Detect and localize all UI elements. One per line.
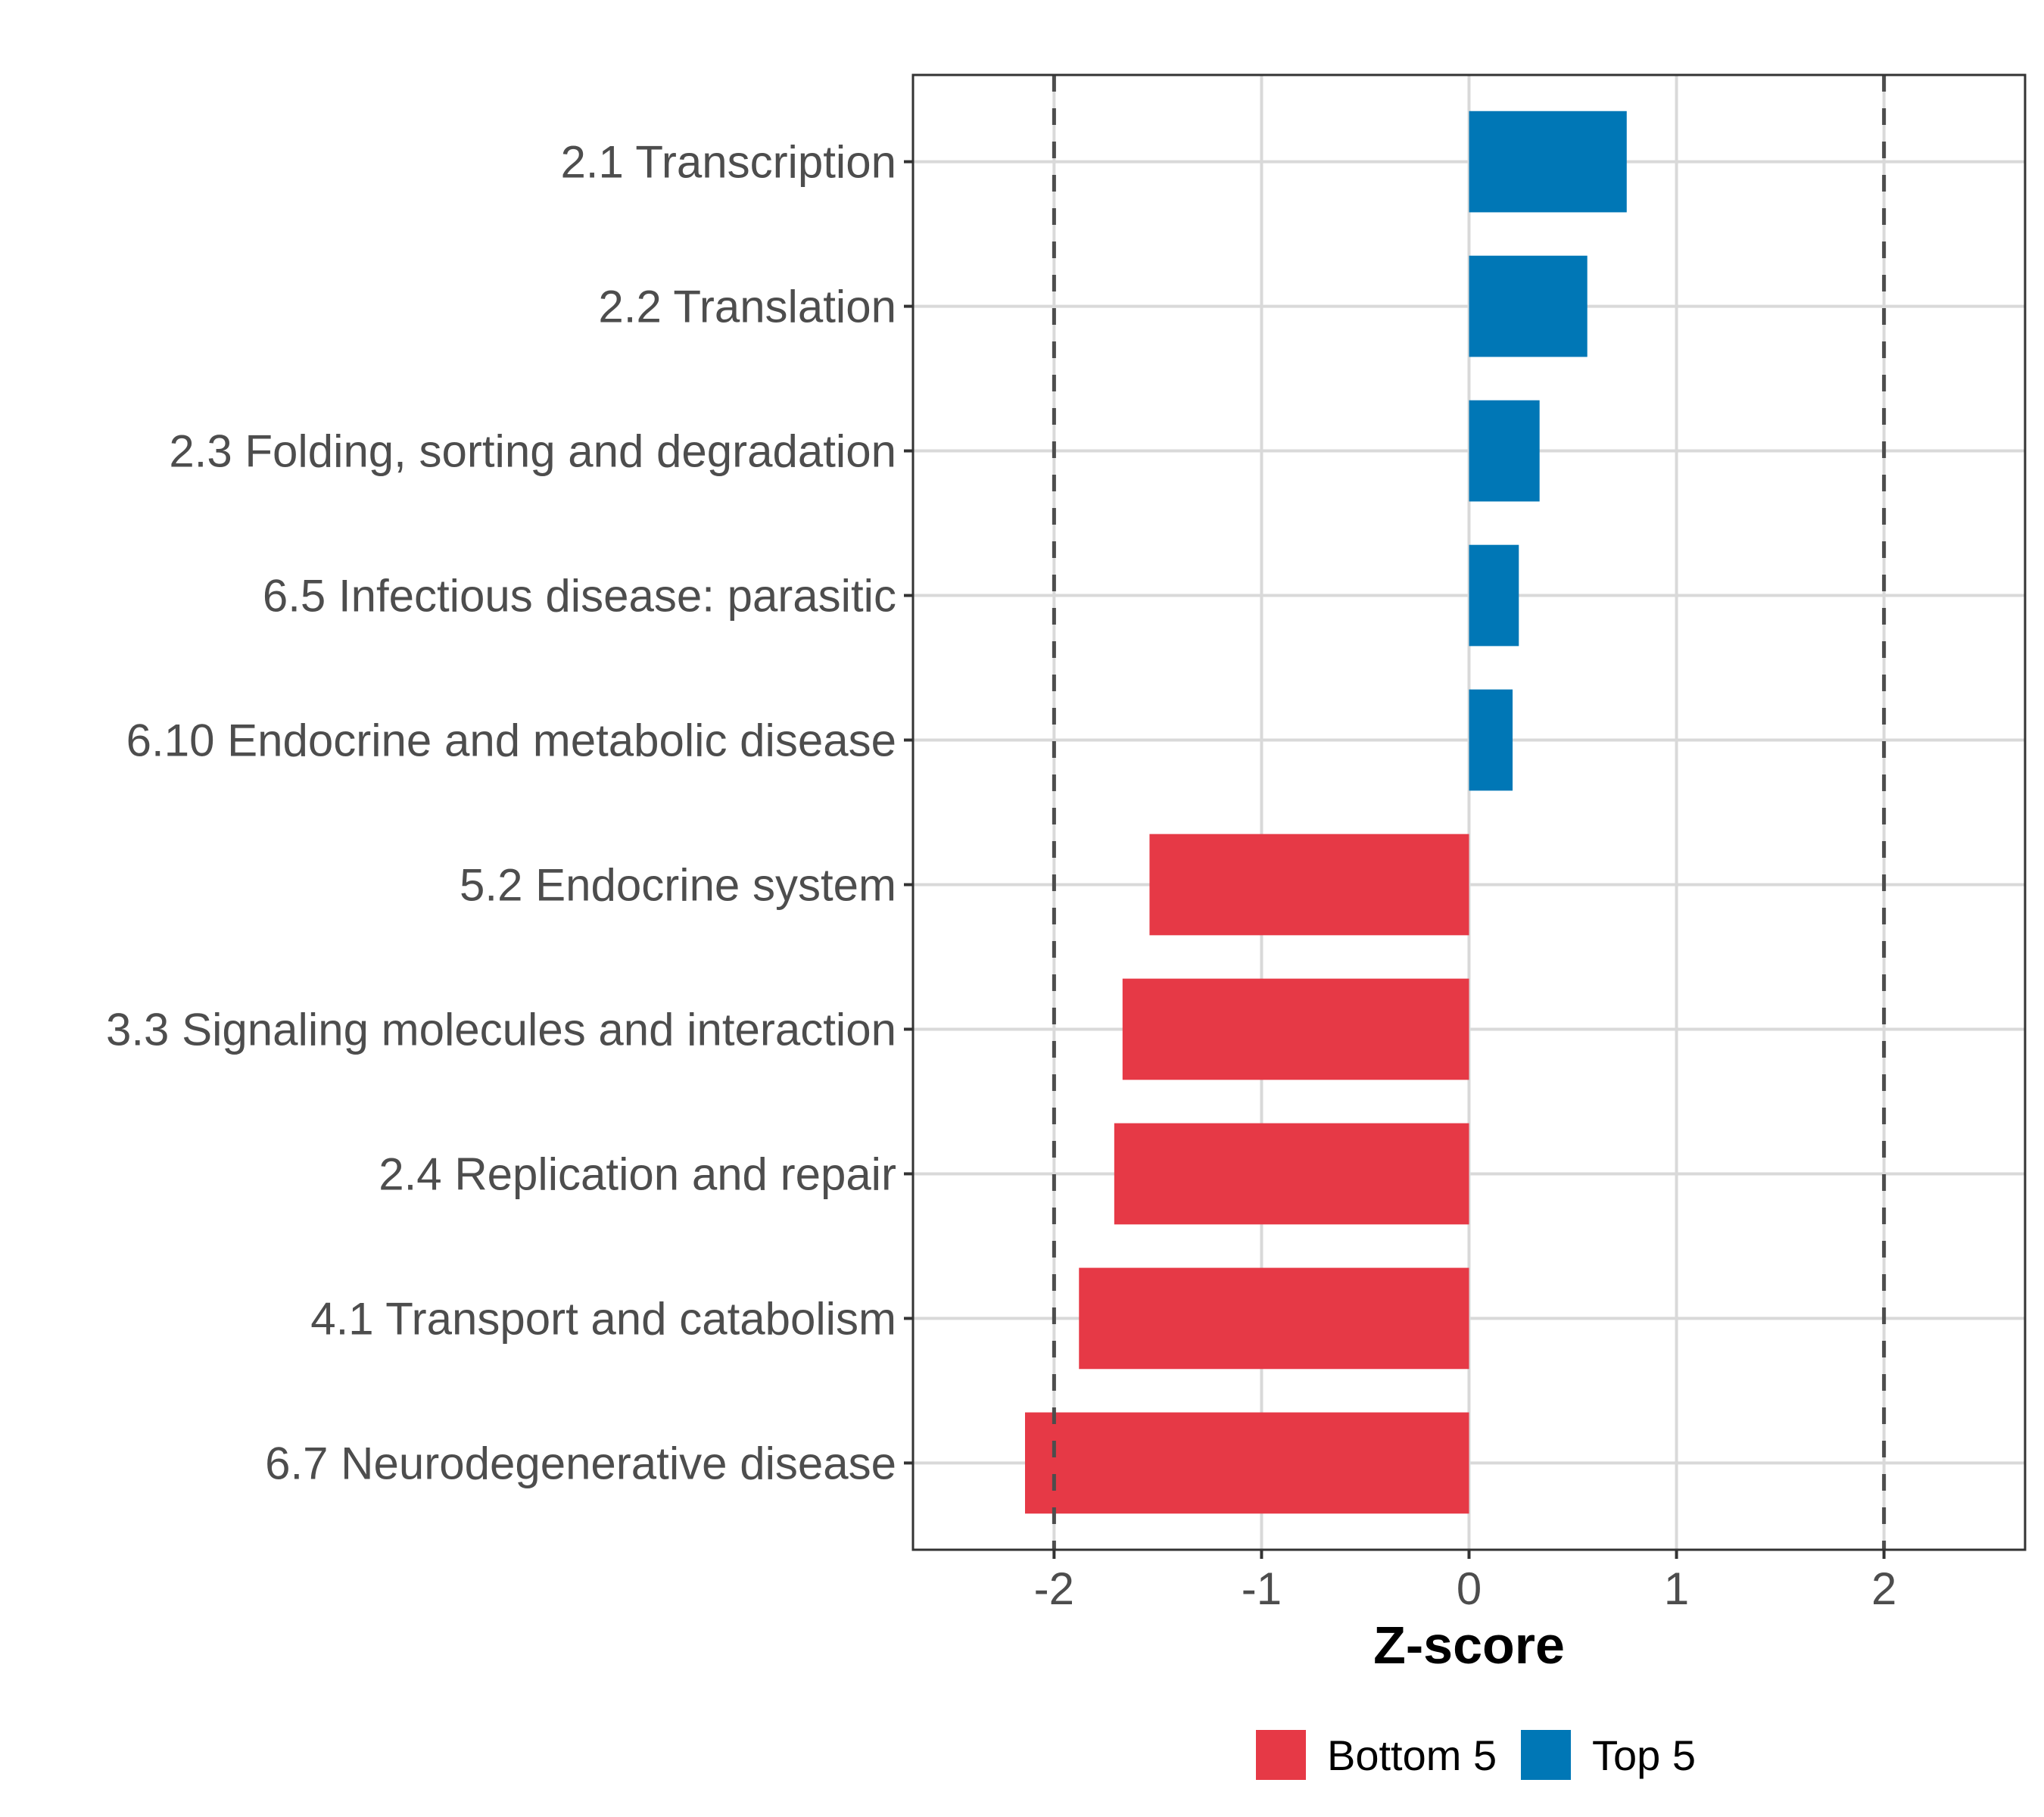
category-label: 2.4 Replication and repair [379, 1148, 896, 1199]
reference-lines [1052, 75, 1887, 1550]
category-label: 2.2 Translation [598, 282, 896, 332]
legend-label: Bottom 5 [1327, 1731, 1497, 1779]
category-label: 6.7 Neurodegenerative disease [265, 1438, 896, 1488]
category-label: 6.5 Infectious disease: parasitic [263, 571, 896, 622]
category-label: 2.1 Transcription [560, 137, 896, 188]
category-label: 5.2 Endocrine system [460, 859, 896, 910]
x-tick-label: 0 [1457, 1563, 1482, 1614]
bar-bottom [1122, 978, 1469, 1080]
legend-key-bottom [1256, 1730, 1306, 1780]
y-axis-ticks: 2.1 Transcription 2.2 Translation 2.3 Fold… [106, 137, 913, 1488]
category-label: 6.10 Endocrine and metabolic disease [126, 715, 896, 766]
bar-top [1469, 255, 1588, 357]
x-axis-title: Z-score [1373, 1616, 1565, 1675]
bar-bottom [1024, 1412, 1469, 1514]
bar-top [1469, 111, 1627, 213]
legend-label: Top 5 [1592, 1731, 1696, 1779]
bar-top [1469, 544, 1519, 647]
x-axis-ticks: -2 -1 0 1 2 [1034, 1550, 1896, 1614]
bar-top [1469, 400, 1540, 502]
legend: Bottom 5 Top 5 [1256, 1730, 1696, 1780]
bar-top [1469, 689, 1513, 791]
x-tick-label: 2 [1871, 1563, 1896, 1614]
bar-bottom [1114, 1123, 1469, 1225]
x-tick-label: -1 [1242, 1563, 1282, 1614]
bars [1024, 111, 1627, 1514]
bar-bottom [1079, 1267, 1469, 1370]
category-label: 2.3 Folding, sorting and degradation [169, 426, 896, 477]
category-label: 4.1 Transport and catabolism [310, 1293, 896, 1344]
x-tick-label: 1 [1664, 1563, 1689, 1614]
legend-key-top [1521, 1730, 1571, 1780]
category-label: 3.3 Signaling molecules and interaction [106, 1004, 896, 1055]
x-tick-label: -2 [1034, 1563, 1074, 1614]
bar-bottom [1149, 834, 1469, 936]
